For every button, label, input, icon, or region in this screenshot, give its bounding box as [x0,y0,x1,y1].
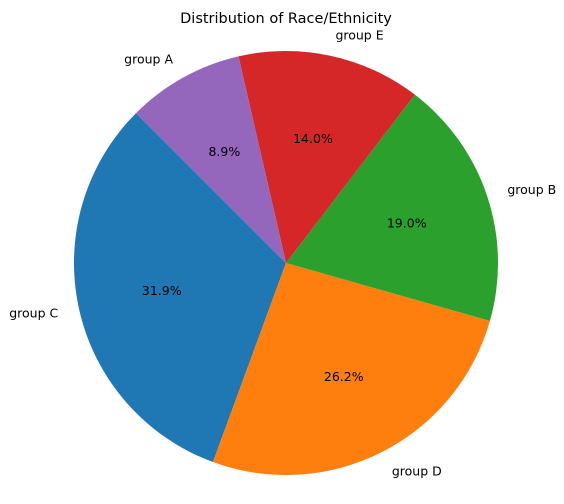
slice-pct-group-e: 14.0% [293,131,333,146]
slice-pct-group-a: 8.9% [208,144,240,159]
slice-label-group-e: group E [335,28,383,43]
pie-slices [74,51,498,475]
slice-label-group-a: group A [124,52,173,67]
slice-label-group-d: group D [392,463,442,478]
slice-pct-group-c: 31.9% [142,283,182,298]
slice-pct-group-d: 26.2% [324,369,364,384]
slice-label-group-b: group B [507,182,556,197]
slice-pct-group-b: 19.0% [387,215,427,230]
chart-title: Distribution of Race/Ethnicity [180,11,392,27]
slice-label-group-c: group C [9,306,58,321]
